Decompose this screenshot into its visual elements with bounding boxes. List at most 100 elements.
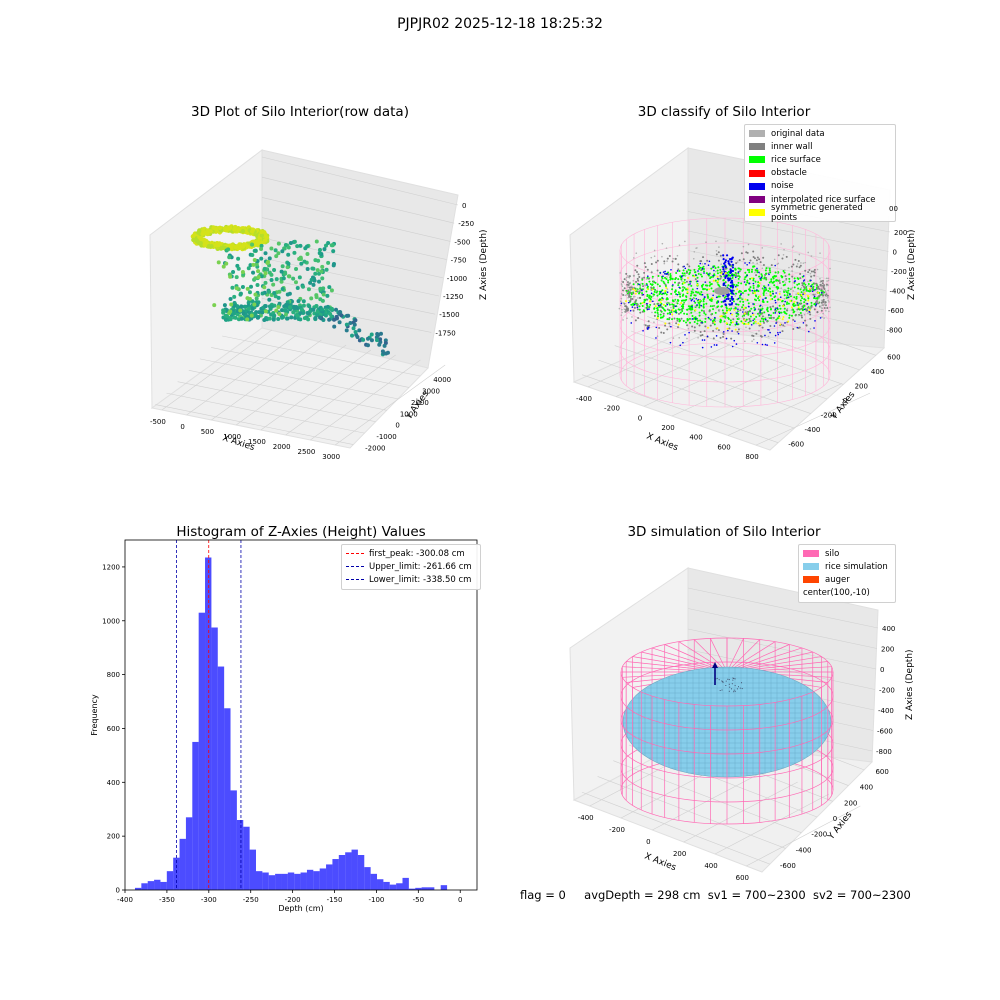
p2-point	[652, 300, 654, 303]
p2-point	[623, 287, 626, 290]
p2-zlabel: Z Axies (Depth)	[907, 229, 917, 300]
p2-point	[813, 297, 816, 300]
p1-point	[276, 251, 281, 256]
p2-point	[668, 309, 671, 312]
p2-point	[666, 260, 668, 262]
p2-point	[803, 313, 806, 316]
p2-point	[728, 278, 731, 281]
p2-point	[737, 297, 740, 300]
p2-point	[737, 281, 740, 284]
p4-auger-point	[722, 681, 724, 683]
p2-point	[781, 300, 784, 303]
p1-point	[252, 258, 257, 263]
p2-point	[656, 335, 659, 337]
p1-point	[357, 328, 362, 333]
p2-point	[746, 268, 749, 271]
p2-point	[702, 306, 705, 309]
p2-point	[722, 272, 725, 276]
p1-point	[280, 286, 285, 291]
p2-point	[688, 271, 691, 274]
p2-point	[761, 287, 764, 290]
p2-point	[639, 302, 642, 305]
p2-point	[747, 302, 750, 305]
p1-point	[232, 227, 237, 232]
p2-point	[730, 297, 734, 300]
p2-point	[799, 288, 802, 291]
p2-point	[722, 268, 725, 271]
p2-point	[729, 271, 732, 274]
p2-legend-label: inner wall	[771, 141, 813, 152]
p2-point	[740, 293, 742, 295]
p2-point	[727, 260, 730, 263]
p1-point	[292, 306, 297, 311]
p2-point	[699, 319, 702, 322]
p2-point	[800, 316, 803, 319]
p2-point	[734, 323, 737, 326]
p2-point	[649, 283, 652, 286]
p2-point	[668, 255, 671, 258]
p2-gridline-x	[587, 334, 703, 388]
p1-point	[238, 291, 243, 296]
p2-point	[682, 287, 685, 289]
p2-point	[800, 314, 803, 317]
p2-point	[665, 293, 668, 296]
p2-point	[702, 303, 705, 306]
p2-point	[823, 306, 826, 309]
p2-point	[670, 311, 673, 314]
p1-ytick: 3000	[422, 387, 440, 395]
p2-point	[799, 302, 802, 305]
p2-point	[774, 301, 777, 304]
p2-point	[782, 269, 785, 272]
p2-point	[697, 265, 700, 268]
p1-point	[329, 288, 334, 293]
p2-point	[808, 330, 810, 333]
p2-point	[634, 319, 637, 322]
classify-3d-plot: -400-2000200400600800-600-400-2000200400…	[569, 147, 917, 461]
p2-point	[807, 284, 809, 287]
p4-xtick: 0	[646, 838, 650, 846]
p2-point	[689, 321, 692, 324]
p2-point	[706, 335, 709, 338]
p3-ytick: 200	[107, 833, 120, 841]
p2-point	[765, 278, 768, 281]
p2-point	[778, 279, 781, 282]
p2-point	[825, 291, 827, 293]
p2-point	[719, 336, 722, 339]
p1-point	[274, 308, 279, 313]
p1-point	[263, 280, 268, 285]
p2-point	[634, 295, 636, 298]
p2-point	[675, 322, 678, 325]
p2-point	[621, 285, 624, 288]
p1-point	[285, 292, 290, 297]
p2-point	[719, 268, 722, 271]
p1-point	[302, 259, 307, 264]
figure-title: PJPJR02 2025-12-18 18:25:32	[397, 16, 603, 32]
p2-point	[790, 314, 793, 317]
p2-point	[768, 281, 771, 284]
p2-point	[679, 344, 682, 347]
p4-auger-point	[731, 683, 733, 685]
p2-point	[810, 285, 813, 288]
p2-point	[702, 256, 705, 259]
p2-point	[798, 326, 801, 329]
p2-point	[661, 298, 664, 301]
p4-gridline-z	[687, 587, 879, 629]
p2-point	[726, 327, 729, 330]
p2-point	[716, 327, 719, 330]
p2-point	[725, 311, 728, 314]
p2-point	[714, 279, 717, 282]
p2-point	[744, 283, 747, 286]
p2-point	[821, 299, 823, 302]
p2-point	[708, 288, 711, 291]
p2-point	[656, 283, 659, 286]
p3-xtick: -400	[117, 896, 133, 904]
p1-point	[320, 298, 325, 303]
p1-point	[311, 282, 316, 287]
p1-ztick: -1250	[443, 293, 463, 301]
p1-point	[334, 315, 339, 320]
p2-point	[619, 304, 622, 307]
p3-legend-label: Upper_limit: -261.66 cm	[369, 561, 472, 572]
p2-point	[725, 322, 728, 325]
p1-point	[305, 252, 310, 257]
p2-point	[752, 282, 755, 285]
